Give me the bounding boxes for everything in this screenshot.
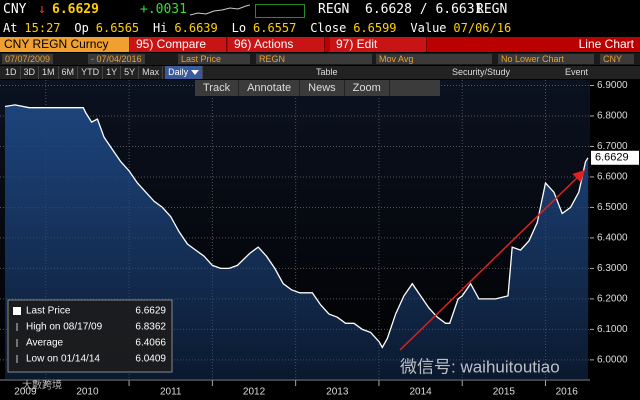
period-button[interactable]: Max	[139, 66, 164, 79]
x-tick-label: 2011	[160, 387, 182, 398]
x-tick-label: 2013	[326, 387, 349, 398]
chart-kind[interactable]: Line Chart	[578, 37, 634, 51]
chart-tool[interactable]: Annotate	[239, 80, 301, 96]
quote-value: 6.6639	[174, 21, 218, 35]
ticker: CNY	[3, 2, 27, 17]
menu-button[interactable]: 96) Actions	[228, 37, 325, 52]
start-date[interactable]: 07/07/2009	[2, 54, 54, 64]
y-tick-label: 6.9000	[597, 80, 628, 91]
y-tick-label: 6.0000	[597, 355, 628, 366]
quote-value: 07/06/16	[453, 21, 512, 35]
chart-toolbar: Track Annotate News Zoom	[195, 80, 440, 96]
period-button[interactable]: 1D	[2, 66, 21, 79]
quote-label: Hi	[153, 21, 168, 35]
bid-ask: 6.6628 / 6.6631	[365, 2, 483, 17]
lower-chart[interactable]: No Lower Chart	[498, 54, 594, 64]
legend-value: 6.4066	[135, 338, 166, 349]
y-tick-label: 6.7000	[597, 141, 628, 152]
legend-label: Average	[26, 338, 64, 349]
quote-label: Close	[310, 21, 347, 35]
y-tick-label: 6.6000	[597, 172, 628, 183]
x-tick-label: 2015	[493, 387, 516, 398]
x-tick-label: 2016	[556, 387, 579, 398]
periods: 1D 3D 1M 6M YTD 1Y 5Y Max Daily	[2, 66, 204, 79]
legend-swatch	[13, 307, 21, 315]
period-button[interactable]: YTD	[78, 66, 104, 79]
last-price: 6.6629	[52, 2, 99, 17]
tool-button[interactable]: Table	[316, 67, 338, 77]
currency[interactable]: CNY	[600, 54, 634, 64]
price-flag-label: 6.6629	[595, 152, 629, 164]
x-tick-label: 2010	[76, 387, 99, 398]
dropdown-arrow	[191, 70, 200, 75]
x-tick-label: 2012	[243, 387, 266, 398]
period-button[interactable]: 1Y	[103, 66, 122, 79]
tool-button[interactable]: Event	[565, 67, 589, 77]
y-tick-label: 6.2000	[597, 294, 628, 305]
legend-label: Last Price	[26, 306, 71, 317]
quote-bar: CNY ↓ 6.6629 +.0031 REGN 6.6628 / 6.6631…	[0, 0, 640, 20]
legend-value: 6.8362	[135, 322, 166, 333]
quote-value: 6.6599	[353, 21, 397, 35]
quote-label: At	[3, 21, 18, 35]
axis-background	[590, 80, 640, 400]
security-name[interactable]: CNY REGN Curncy	[0, 37, 129, 52]
chart: 6.0000 6.1000 6.2000 6.3000 6.4000 6.5000 6.60…	[0, 80, 640, 400]
y-tick-label: 6.8000	[597, 111, 628, 122]
legend-value: 6.0409	[135, 354, 166, 365]
chart-tool[interactable]: News	[300, 80, 345, 96]
settings-bar: 07/07/2009 - 07/04/2016 Last Price REGN …	[0, 53, 640, 65]
quote-label: Value	[410, 21, 447, 35]
source-field[interactable]: REGN	[256, 54, 372, 64]
direction: ↓	[38, 2, 46, 17]
y-tick-label: 6.5000	[597, 202, 628, 213]
x-tick-label: 2009	[14, 387, 37, 398]
source: REGN	[318, 2, 350, 17]
menu-button[interactable]: 95) Compare	[130, 37, 227, 52]
field[interactable]: Last Price	[178, 54, 250, 64]
chart-tool[interactable]: Zoom	[345, 80, 390, 96]
study[interactable]: Mov Avg	[376, 54, 492, 64]
period-bar: 1D 3D 1M 6M YTD 1Y 5Y Max Daily Table Security/St…	[0, 66, 640, 79]
legend-label: High on 08/17/09	[26, 322, 103, 333]
quote-value: 6.6557	[253, 21, 297, 35]
watermark: 大數跨境	[22, 379, 62, 392]
quote-fields: At 15:27 Op 6.6565 Hi 6.6639 Lo 6.6557 Close 6.65…	[0, 20, 640, 36]
menu-button[interactable]: 97) Edit	[330, 37, 427, 52]
y-tick-label: 6.3000	[597, 263, 628, 274]
quote-label: Lo	[231, 21, 247, 35]
quote-value: 6.6565	[95, 21, 140, 35]
period-button[interactable]: 3D	[21, 66, 40, 79]
watermark: 微信号: waihuitoutiao	[400, 357, 560, 376]
legend-label: Low on 01/14/14	[26, 354, 100, 365]
sparkline-box	[255, 4, 305, 18]
x-tick-label: 2014	[409, 387, 432, 398]
sparkline	[190, 4, 250, 16]
y-tick-label: 6.4000	[597, 233, 628, 244]
period-button[interactable]: 1M	[39, 66, 59, 79]
period-button[interactable]: 6M	[59, 66, 79, 79]
y-tick-label: 6.1000	[597, 324, 628, 335]
trend-arrow	[399, 169, 586, 351]
chart-tool[interactable]: Track	[195, 80, 240, 96]
change: +.0031	[140, 2, 187, 17]
quote-value: 15:27	[24, 21, 61, 35]
end-date[interactable]: - 07/04/2016	[88, 54, 145, 64]
source: REGN	[476, 2, 508, 17]
period-button[interactable]: 5Y	[121, 66, 140, 79]
legend-value: 6.6629	[135, 306, 166, 317]
series-line	[4, 104, 589, 349]
price-flag	[591, 150, 639, 165]
frequency[interactable]: Daily	[165, 66, 204, 79]
tool-button[interactable]: Security/Study	[452, 67, 511, 77]
legend-box	[7, 299, 173, 373]
quote-label: Op	[74, 21, 89, 35]
menu-bar: CNY REGN Curncy Line Chart 95) Compare 96…	[0, 37, 640, 52]
